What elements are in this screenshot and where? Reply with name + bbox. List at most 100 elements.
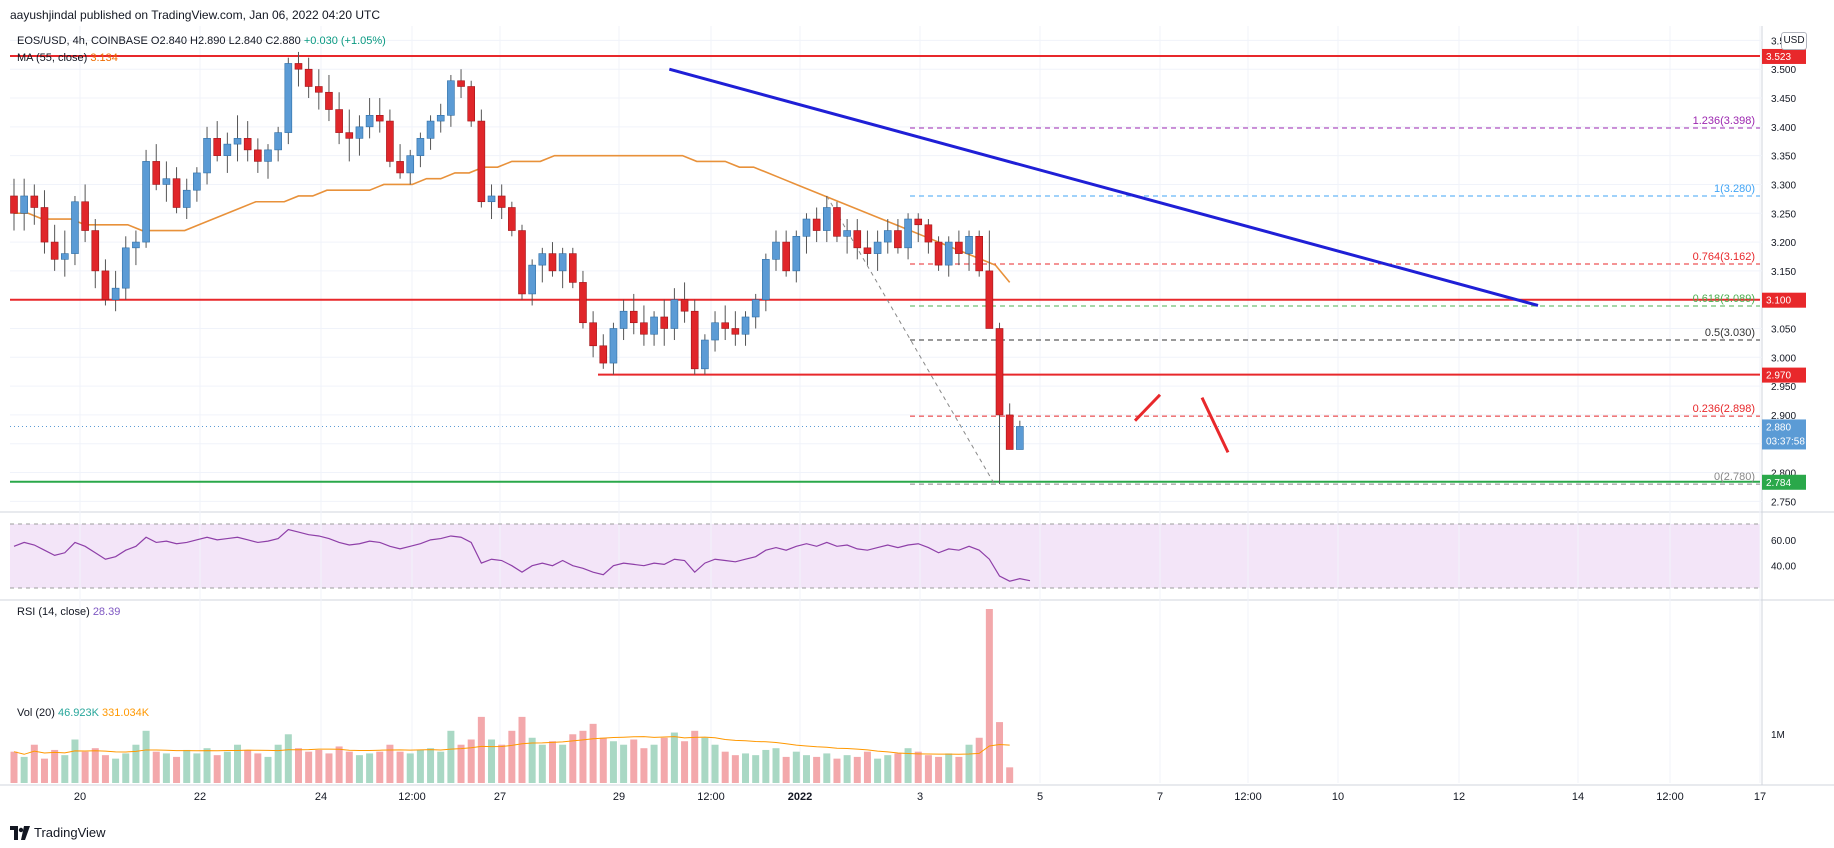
candle-body [965,236,973,254]
symbol-legend[interactable]: EOS/USD, 4h, COINBASE O2.840 H2.890 L2.8… [17,35,386,47]
volume-bar [498,744,506,783]
fib-level-label: 0(2.780) [1714,471,1755,483]
change-value: +0.030 (+1.05%) [303,35,386,47]
volume-bar [853,756,861,783]
close-value: C2.880 [265,35,301,47]
candle-body [152,161,161,185]
volume-bar [335,746,343,783]
volume-bar [813,756,821,783]
price-badge [1762,474,1806,490]
ma-legend[interactable]: MA (55, close) 3.134 [17,52,118,64]
volume-bar [406,753,414,783]
volume-bar [244,749,252,783]
volume-bar [985,609,993,783]
volume-bar [173,756,181,783]
x-tick-label: 12:00 [1656,791,1684,803]
fib-level-label: 0.764(3.162) [1693,251,1755,263]
candle-body [142,161,150,243]
volume-axis-label: 1M [1771,730,1785,741]
candle-body [314,86,323,93]
high-value: H2.890 [190,35,226,47]
rsi-legend[interactable]: RSI (14, close) 28.39 [17,606,120,618]
price-chart[interactable]: 3.5503.5003.4503.4003.3503.3003.2503.200… [0,0,1834,820]
volume-bar [203,748,211,783]
candle-body [274,132,282,151]
volume-bar [396,751,404,783]
candle-body [396,161,404,174]
volume-bar [833,758,841,783]
tradingview-brand[interactable]: TradingView [34,825,106,840]
candle-body [508,207,516,231]
price-badge-label: 2.880 [1766,422,1791,433]
x-tick-label: 12:00 [398,791,426,803]
x-tick-label: 20 [74,791,86,803]
price-badge-label: 2.970 [1766,371,1791,382]
volume-bar [325,753,333,783]
candle-body [833,207,841,237]
candle-body [477,120,486,203]
x-tick-label: 2022 [788,791,812,803]
candle-body [822,207,831,231]
volume-bar [213,755,221,783]
candle-body [680,299,689,312]
volume-bar [416,749,424,783]
projection-stroke [1200,396,1230,454]
volume-bar [955,756,963,783]
candle-body [558,253,567,272]
volume-bar [508,730,516,783]
candle-body [254,149,262,162]
candle-body [172,178,181,208]
volume-bar [284,734,292,783]
volume-bar [274,744,282,783]
ma55-line [14,154,1011,283]
candle-body [447,80,455,116]
x-tick-label: 7 [1157,791,1163,803]
volume-bar [894,753,902,783]
candle-body [345,132,354,139]
candle-body [640,322,648,335]
volume-ma-line [13,736,1010,755]
candle-body [386,120,394,162]
candle-body [193,172,201,191]
currency-badge[interactable]: USD [1781,32,1807,50]
candle-body [914,218,923,226]
candle-body [985,270,994,329]
volume-bar [711,744,719,783]
volume-bar [731,755,739,783]
volume-bar [305,751,313,783]
volume-bar [10,751,18,783]
volume-legend[interactable]: Vol (20) 46.923K 331.034K [17,707,149,719]
candle-body [81,201,89,231]
x-tick-label: 12 [1453,791,1465,803]
candle-body [589,322,597,347]
rsi-axis-label: 60.00 [1771,536,1796,547]
candle-body [751,299,760,318]
projection-stroke [1133,393,1162,422]
x-tick-label: 12:00 [1234,791,1262,803]
volume-bar [345,751,353,783]
trend-line [668,67,1539,307]
candle-body [690,310,699,370]
volume-bar [437,751,445,783]
candle-body [375,115,384,122]
volume-bar [122,753,130,783]
tradingview-logo-icon[interactable] [10,826,30,840]
volume-bar [630,739,638,783]
x-tick-label: 14 [1572,791,1584,803]
candle-body [182,189,191,208]
volume-bar [427,748,435,783]
candle-body [284,63,293,133]
volume-bar [528,737,536,783]
fib-level-label: 0.5(3.030) [1705,327,1755,339]
volume-bar [609,741,617,783]
volume-bar [843,755,851,783]
volume-bar [518,716,526,783]
candle-body [20,195,28,214]
volume-bar [20,756,28,783]
chart-header: aayushjindal published on TradingView.co… [0,0,1834,26]
volume-bar [782,756,790,783]
ma-value: 3.134 [90,52,118,64]
x-tick-label: 27 [494,791,506,803]
volume-bar [183,749,191,783]
y-tick-label: 2.900 [1771,411,1796,422]
